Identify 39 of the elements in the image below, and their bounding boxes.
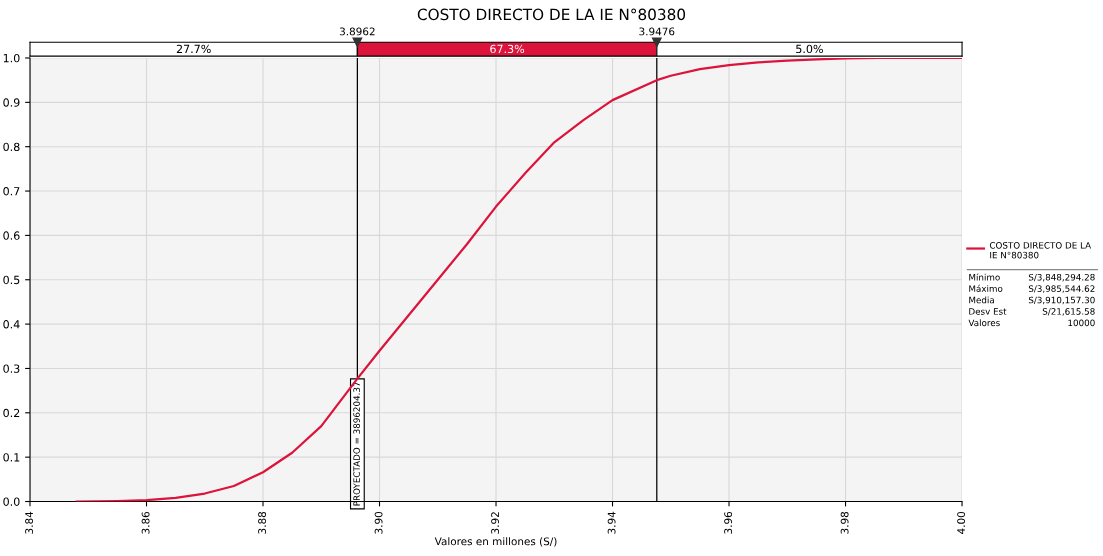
text: S/3,985,544.62 [1028,285,1095,293]
ref-line-label: 3.8962 [339,27,375,36]
y-tick-label: 0.4 [3,320,20,329]
text: 10000 [1068,319,1095,327]
y-tick-label: 0.3 [3,364,20,373]
text: 67.3% [490,44,525,54]
chart-title: COSTO DIRECTO DE LA IE N°80380 [417,8,686,21]
text: S/21,615.58 [1042,308,1095,316]
text: Mínimo [969,273,1000,281]
y-tick-label: 0.6 [3,231,20,240]
text: 27.7% [176,44,211,54]
ref-line-label: 3.9476 [639,27,675,36]
x-tick-label: 3.98 [840,511,849,534]
text: 5.0% [796,44,823,54]
y-tick-label: 1.0 [3,53,20,63]
text: Máximo [969,284,1003,292]
text: S/3,848,294.28 [1028,273,1095,282]
x-tick-label: 3.86 [141,511,150,534]
y-tick-label: 0.8 [3,142,20,152]
x-tick-label: 3.96 [724,511,733,534]
y-tick-label: 0.5 [3,275,20,285]
x-tick-label: 3.84 [25,511,34,534]
text: Valores [968,319,1000,327]
y-tick-label: 0.9 [3,98,20,107]
text: S/3,910,157.30 [1028,296,1095,305]
annotation: PROYECTADO = 3896204.37 [353,382,360,506]
x-tick-label: 3.90 [374,511,383,534]
legend-label: COSTO DIRECTO DE LA IE N°80380 [989,242,1092,259]
x-axis-title: Valores en millones (S/) [434,537,557,547]
y-tick-label: 0.7 [3,187,20,196]
text: Media [969,296,994,304]
x-tick-label: 4.00 [957,511,966,534]
y-tick-label: 0.2 [3,408,20,418]
y-tick-label: 0.1 [3,453,20,462]
y-tick-label: 0.0 [3,497,20,506]
x-tick-label: 3.88 [258,511,267,534]
x-tick-label: 3.92 [491,512,500,534]
x-tick-label: 3.94 [607,511,616,534]
text: Desv Est [969,308,1007,315]
